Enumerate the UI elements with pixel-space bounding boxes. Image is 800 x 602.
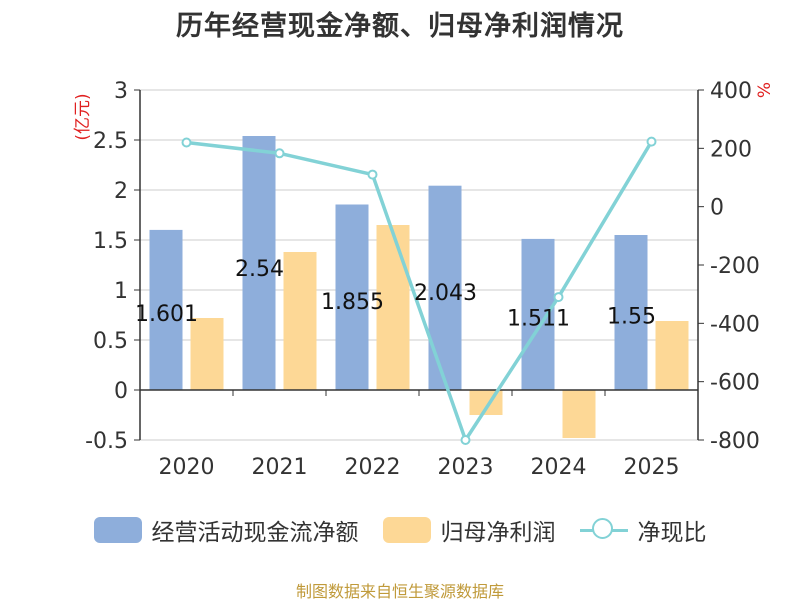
data-label-cash-flow: 1.55 [607, 305, 656, 330]
bar-cash-flow [242, 136, 276, 390]
ratio-point [460, 435, 471, 445]
ratio-point [367, 169, 378, 180]
legend-swatch-cash-flow [93, 517, 142, 543]
y-right-unit-label: % [755, 82, 775, 98]
y-right-tick-label: -800 [710, 429, 760, 454]
x-tick-label: 2020 [159, 455, 215, 480]
x-tick-label: 2023 [438, 455, 494, 480]
y-left-tick-label: 2 [114, 179, 128, 204]
data-label-cash-flow: 2.043 [414, 281, 477, 306]
legend-swatch-net-profit [382, 517, 431, 543]
y-left-tick-label: 1.5 [93, 229, 128, 254]
x-tick-label: 2025 [624, 455, 680, 480]
bar-cash-flow [149, 229, 183, 390]
bar-net-profit [190, 318, 224, 390]
legend-label-cash-flow: 经营活动现金流净额 [151, 520, 359, 546]
y-right-tick-label: -600 [710, 371, 760, 396]
bar-net-profit [562, 390, 596, 438]
data-label-cash-flow: 1.601 [135, 302, 198, 327]
bar-cash-flow [335, 204, 369, 390]
x-tick-label: 2022 [345, 455, 401, 480]
legend-item-ratio[interactable]: 净现比 [579, 513, 707, 547]
legend-label-ratio: 净现比 [637, 520, 707, 546]
y-right-tick-label: -400 [710, 312, 760, 337]
y-right-tick-label: 400 [710, 79, 752, 104]
y-left-tick-label: 0.5 [93, 329, 128, 354]
bar-cash-flow [428, 185, 462, 390]
data-label-cash-flow: 1.855 [321, 290, 384, 315]
chart-legend: 经营活动现金流净额 归母净利润 净现比 [0, 513, 800, 547]
bar-net-profit [655, 321, 689, 390]
y-left-tick-label: 2.5 [93, 129, 128, 154]
bar-net-profit [283, 252, 317, 390]
y-left-tick-label: 3 [114, 79, 128, 104]
chart-title: 历年经营现金净额、归母净利润情况 [176, 11, 624, 42]
x-tick-label: 2024 [531, 455, 587, 480]
ratio-point [553, 292, 564, 303]
data-label-cash-flow: 2.54 [235, 257, 284, 282]
bar-cash-flow [614, 235, 648, 390]
y-right-tick-label: 0 [710, 196, 724, 221]
legend-swatch-ratio [579, 517, 628, 543]
ratio-point [646, 136, 657, 147]
bar-net-profit [376, 225, 410, 390]
ratio-point [181, 137, 192, 148]
y-left-tick-label: -0.5 [85, 429, 128, 454]
legend-item-net-profit[interactable]: 归母净利润 [382, 513, 556, 547]
data-label-cash-flow: 1.511 [507, 306, 570, 331]
ratio-line [186, 140, 654, 442]
x-tick-label: 2021 [252, 455, 308, 480]
y-left-tick-label: 0 [114, 379, 128, 404]
y-right-tick-label: -200 [710, 254, 760, 279]
y-right-tick-label: 200 [710, 137, 752, 162]
source-note: 制图数据来自恒生聚源数据库 [295, 582, 504, 601]
legend-label-net-profit: 归母净利润 [440, 520, 556, 546]
legend-item-cash-flow[interactable]: 经营活动现金流净额 [93, 513, 359, 547]
y-left-unit-label: (亿元) [73, 93, 93, 140]
ratio-point [274, 148, 285, 159]
y-left-tick-label: 1 [114, 279, 128, 304]
